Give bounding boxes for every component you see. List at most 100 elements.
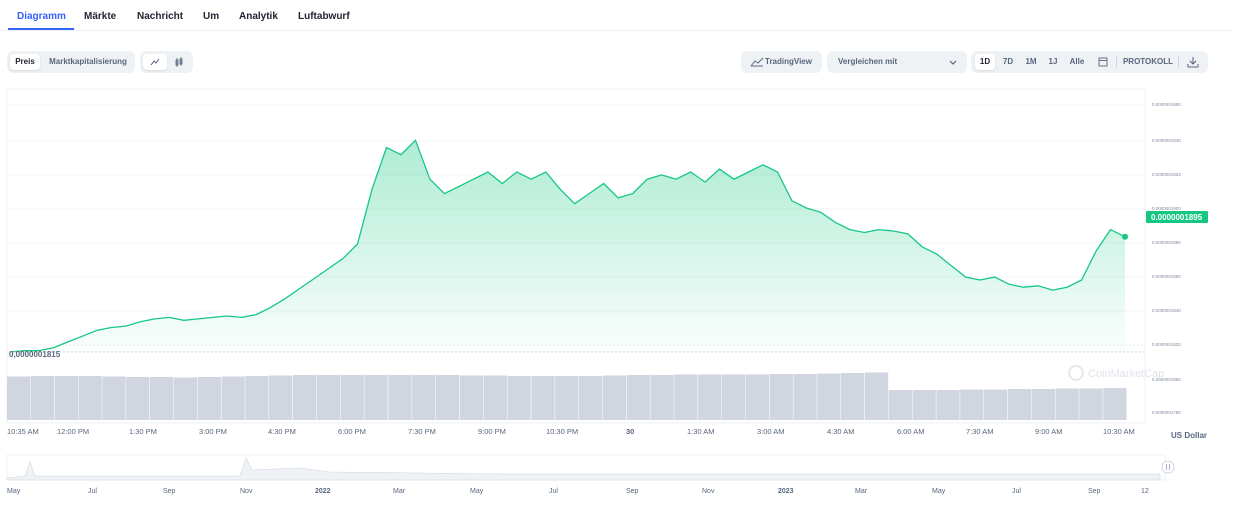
svg-text:Sep: Sep xyxy=(163,488,176,495)
price-mode-toggle: Preis Marktkapitalisierung xyxy=(7,51,135,73)
svg-text:Mar: Mar xyxy=(393,488,406,495)
volume-bar xyxy=(1031,389,1055,420)
x-tick-label: 3:00 AM xyxy=(757,427,785,436)
volume-bar xyxy=(1103,388,1127,420)
range-7d[interactable]: 7D xyxy=(1002,57,1014,66)
tab-um[interactable]: Um xyxy=(203,11,220,22)
volume-bar xyxy=(602,375,626,420)
navigator-sparkline xyxy=(6,457,1161,481)
volume-bar xyxy=(912,390,936,420)
svg-text:2023: 2023 xyxy=(778,488,794,495)
svg-text:12: 12 xyxy=(1141,488,1149,495)
volume-bar xyxy=(1055,388,1079,420)
y-tick-label: 0.0000001940 xyxy=(1152,138,1181,143)
x-tick-label: 9:00 AM xyxy=(1035,427,1063,436)
range-1m[interactable]: 1M xyxy=(1025,57,1037,66)
volume-bar xyxy=(793,374,817,420)
volume-bar xyxy=(1079,388,1103,420)
svg-text:Jul: Jul xyxy=(549,488,558,495)
svg-text:May: May xyxy=(7,488,21,495)
candlestick-icon xyxy=(175,57,183,67)
volume-bar xyxy=(674,374,698,420)
divider xyxy=(1178,56,1179,68)
x-tick-label: 10:35 AM xyxy=(7,427,39,436)
tradingview-icon xyxy=(750,57,764,67)
volume-tick-label: 0.0000001780 xyxy=(1152,410,1181,415)
volume-bar xyxy=(483,375,507,420)
volume-bar xyxy=(78,376,102,420)
last-price-dot xyxy=(1122,233,1128,240)
y-tick-label: 0.0000001860 xyxy=(1152,274,1181,279)
y-tick-label: 0.0000001880 xyxy=(1152,240,1181,245)
svg-text:Nov: Nov xyxy=(702,488,715,495)
tab-maerkte[interactable]: Märkte xyxy=(84,11,117,22)
x-tick-label: 6:00 AM xyxy=(897,427,925,436)
y-tick-label: 0.0000001840 xyxy=(1152,308,1181,313)
line-chart-button[interactable] xyxy=(143,54,167,70)
svg-text:Sep: Sep xyxy=(1088,488,1101,495)
x-tick-label: 4:30 AM xyxy=(827,427,855,436)
volume-bar xyxy=(459,375,484,420)
volume-bar xyxy=(745,374,769,420)
coinmarketcap-logo-icon xyxy=(1068,365,1084,381)
volume-bar xyxy=(364,375,388,420)
x-tick-label: 10:30 PM xyxy=(546,427,578,436)
watermark-text: CoinMarketCap xyxy=(1088,368,1164,380)
compare-label: Vergleichen mit xyxy=(838,57,898,66)
svg-text:May: May xyxy=(932,488,946,495)
volume-bar xyxy=(1007,389,1032,420)
tab-analytik[interactable]: Analytik xyxy=(239,11,278,22)
volume-bar xyxy=(841,373,865,420)
volume-bar xyxy=(173,377,198,420)
log-scale-button[interactable]: PROTOKOLL xyxy=(1122,57,1174,66)
volume-bar xyxy=(54,376,78,420)
tab-luftabwurf[interactable]: Luftabwurf xyxy=(298,11,350,22)
x-tick-label: 12:00 PM xyxy=(57,427,89,436)
x-tick-label: 1:30 AM xyxy=(687,427,715,436)
compare-select[interactable]: Vergleichen mit xyxy=(827,51,967,73)
volume-bar xyxy=(316,375,341,420)
watermark: CoinMarketCap xyxy=(1068,365,1164,381)
chevron-down-icon xyxy=(949,60,957,65)
volume-bar xyxy=(197,377,221,420)
volume-bar xyxy=(721,374,746,420)
navigator-axis: May Jul Sep Nov 2022 Mar May Jul Sep Nov 2023 Ma… xyxy=(7,488,1149,495)
x-tick-label: 7:30 PM xyxy=(408,427,436,436)
svg-text:2022: 2022 xyxy=(315,488,331,495)
volume-bar xyxy=(388,375,412,420)
calendar-button[interactable] xyxy=(1094,54,1112,70)
download-button[interactable] xyxy=(1183,54,1203,70)
volume-bar xyxy=(102,376,126,420)
candlestick-button[interactable] xyxy=(167,54,191,70)
navigator-handle[interactable] xyxy=(1161,460,1175,474)
y-tick-label: 0.0000001980 xyxy=(1152,102,1181,107)
volume-bar xyxy=(960,389,984,420)
volume-bar xyxy=(555,376,579,420)
volume-bar xyxy=(698,374,722,420)
current-price-badge xyxy=(1146,211,1208,223)
range-1d[interactable]: 1D xyxy=(975,54,995,70)
market-cap-button[interactable]: Marktkapitalisierung xyxy=(49,57,127,66)
range-1j[interactable]: 1J xyxy=(1048,57,1058,66)
volume-bar xyxy=(817,373,841,420)
volume-tick-label: 0.0000001860 xyxy=(1152,377,1181,382)
chart-type-toggle xyxy=(140,51,193,73)
x-tick-label: 9:00 PM xyxy=(478,427,506,436)
volume-bar xyxy=(126,377,150,420)
volume-bar xyxy=(650,375,674,420)
tab-bar: Diagramm Märkte Nachricht Um Analytik Lu… xyxy=(0,0,1233,31)
volume-bar xyxy=(293,375,317,420)
tab-nachricht[interactable]: Nachricht xyxy=(137,11,184,22)
volume-bar xyxy=(435,375,460,420)
range-alle[interactable]: Alle xyxy=(1069,57,1085,66)
volume-bar xyxy=(888,390,912,420)
tab-diagramm[interactable]: Diagramm xyxy=(17,11,66,22)
price-button[interactable]: Preis xyxy=(10,54,40,70)
tradingview-button[interactable]: TradingView xyxy=(741,51,822,73)
volume-bar xyxy=(30,376,55,420)
svg-text:Jul: Jul xyxy=(1012,488,1021,495)
volume-bar xyxy=(150,377,174,420)
y-tick-label: 0.0000001820 xyxy=(1152,342,1181,347)
price-area xyxy=(10,140,1125,352)
